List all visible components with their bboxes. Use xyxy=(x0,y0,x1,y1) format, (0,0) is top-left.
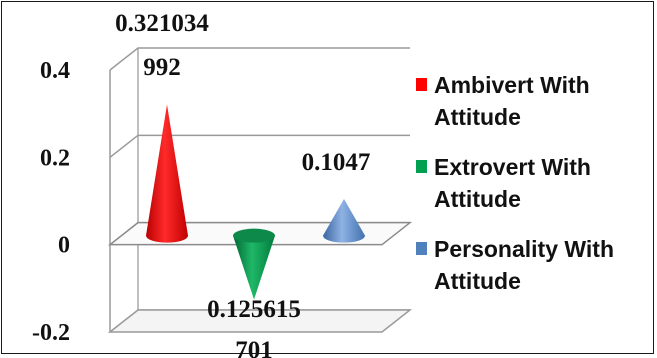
y-axis-ticks: 0.4 0.2 0 -0.2 xyxy=(32,58,70,346)
y-tick-label: -0.2 xyxy=(32,320,70,346)
data-label-2: 701 xyxy=(235,337,273,358)
cone-2 xyxy=(233,228,275,300)
chart-cones xyxy=(146,104,365,300)
legend-swatch xyxy=(416,242,427,255)
y-tick-label: 0.2 xyxy=(40,145,70,171)
cone-1 xyxy=(146,104,188,243)
cone-base xyxy=(233,228,275,243)
data-label-1: 992 xyxy=(143,54,181,81)
legend-swatch xyxy=(416,160,427,173)
legend-label: Ambivert With xyxy=(434,72,590,98)
y-tick-label: 0 xyxy=(58,233,70,259)
gridline-0 xyxy=(109,47,410,71)
cone-body xyxy=(233,235,275,300)
cone-body xyxy=(323,198,365,243)
gridline-1 xyxy=(109,134,410,158)
floor xyxy=(107,309,413,333)
legend-swatch xyxy=(416,78,427,91)
legend: Ambivert With Attitude Extrovert With Attit… xyxy=(416,72,614,294)
data-label-3: 0.1047 xyxy=(302,149,371,176)
cone-body xyxy=(146,104,188,243)
legend-label: Attitude xyxy=(434,186,521,212)
data-label-1: 0.321034 xyxy=(115,10,209,37)
data-label-2: 0.125615 xyxy=(207,296,301,323)
y-tick-label: 0.4 xyxy=(40,58,70,84)
data-labels: 0.321034 992 0.125615 701 0.1047 xyxy=(115,10,370,358)
legend-label: Attitude xyxy=(434,104,521,130)
legend-label: Personality With xyxy=(434,236,614,262)
legend-label: Attitude xyxy=(434,268,521,294)
cone-3 xyxy=(323,198,365,243)
legend-label: Extrovert With xyxy=(434,154,591,180)
